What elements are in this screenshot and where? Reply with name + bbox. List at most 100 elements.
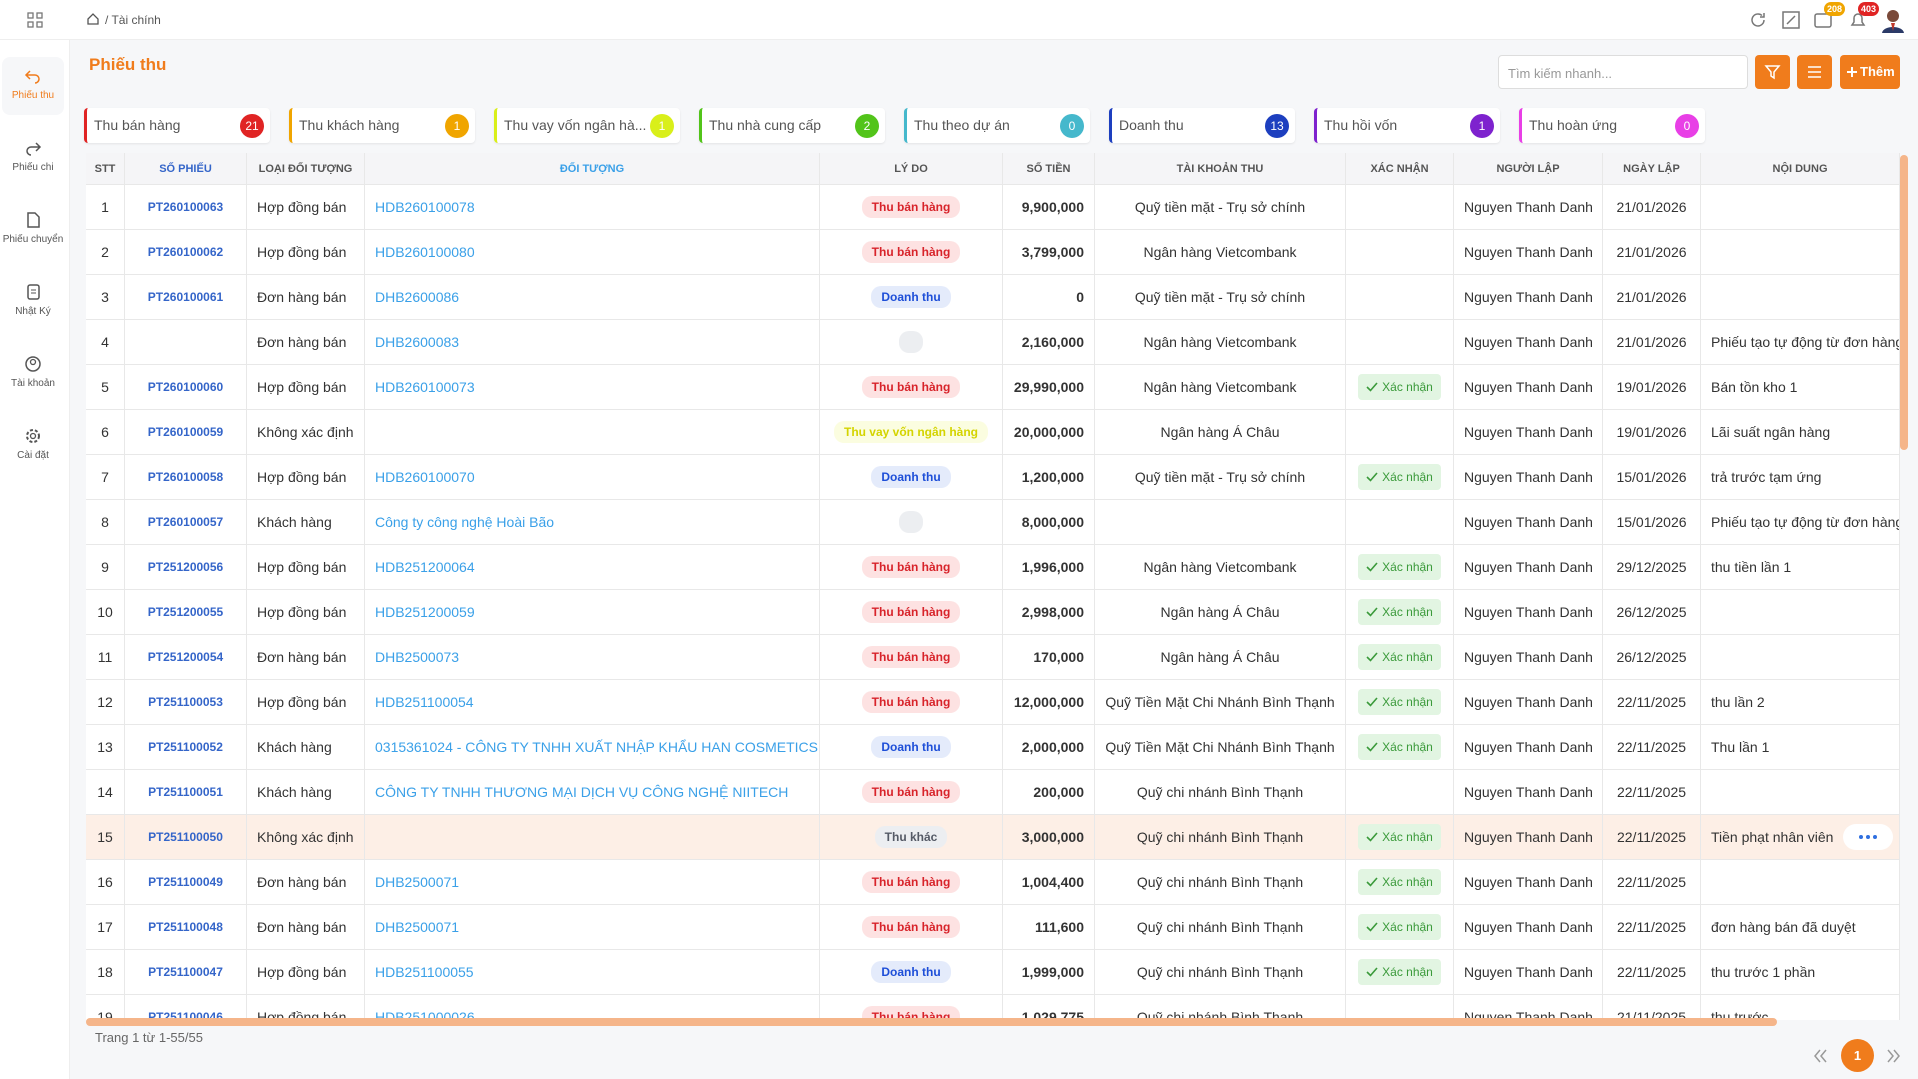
doi-tuong[interactable]: HDB251200059 [375,604,475,620]
filter-button[interactable] [1755,55,1790,89]
doi-tuong[interactable]: HDB260100070 [375,469,475,485]
so-phieu[interactable]: PT260100061 [147,290,224,304]
table-row[interactable]: 15 PT251100050 Không xác định Thu khác 3,000… [86,815,1900,860]
vertical-scrollbar[interactable] [1900,155,1908,450]
so-phieu[interactable]: PT260100057 [147,515,224,529]
confirm-tag[interactable]: Xác nhận [1358,689,1441,715]
table-row[interactable]: 7 PT260100058 Hợp đồng bán HDB260100070 Doan… [86,455,1900,500]
table-row[interactable]: 6 PT260100059 Không xác định Thu vay vốn ng… [86,410,1900,455]
so-phieu[interactable]: PT251100047 [148,965,223,979]
table-row[interactable]: 14 PT251100051 Khách hàng CÔNG TY TNHH THƯƠ… [86,770,1900,815]
so-phieu[interactable]: PT251100048 [148,920,223,934]
table-cell: Bán tồn kho 1 [1701,365,1900,409]
so-phieu[interactable]: PT251200055 [147,605,224,619]
table-row[interactable]: 3 PT260100061 Đơn hàng bán DHB2600086 Doanh … [86,275,1900,320]
status-tab[interactable]: Thu vay vốn ngân hà... 1 [494,108,680,143]
confirm-tag[interactable]: Xác nhận [1358,959,1441,985]
doi-tuong[interactable]: DHB2600083 [375,334,460,350]
doi-tuong[interactable]: HDB260100073 [375,379,475,395]
doi-tuong[interactable]: CÔNG TY TNHH THƯƠNG MẠI DỊCH VỤ CÔNG NGH… [375,784,789,800]
column-header: STT [86,153,125,184]
refresh-icon[interactable] [1748,10,1768,30]
doi-tuong[interactable]: 0315361024 - CÔNG TY TNHH XUẤT NHẬP KHẨU… [375,739,818,755]
table-row[interactable]: 8 PT260100057 Khách hàng Công ty công nghệ … [86,500,1900,545]
so-phieu[interactable]: PT251200056 [147,560,224,574]
confirm-tag[interactable]: Xác nhận [1358,644,1441,670]
next-page[interactable] [1885,1045,1903,1067]
apps-icon[interactable] [27,12,43,28]
avatar[interactable] [1880,7,1906,33]
so-phieu[interactable]: PT260100060 [147,380,224,394]
so-phieu[interactable]: PT251100046 [148,1010,223,1020]
doi-tuong[interactable]: HDB260100078 [375,199,475,215]
doi-tuong[interactable]: HDB251100055 [375,964,474,980]
sidebar-item[interactable]: Nhật Ký [2,273,64,331]
so-phieu[interactable]: PT251100051 [148,785,223,799]
table-cell: Quỹ chi nhánh Bình Thạnh [1095,770,1346,814]
confirm-tag[interactable]: Xác nhận [1358,599,1441,625]
table-row[interactable]: 17 PT251100048 Đơn hàng bán DHB2500071 Thu b… [86,905,1900,950]
confirm-tag[interactable]: Xác nhận [1358,869,1441,895]
table-row[interactable]: 19 PT251100046 Hợp đồng bán HDB251000026 Thu… [86,995,1900,1020]
so-phieu[interactable]: PT260100062 [147,245,224,259]
settings-button[interactable] [1797,55,1832,89]
doi-tuong[interactable]: DHB2500073 [375,649,460,665]
bell-icon[interactable] [1848,10,1868,30]
doi-tuong[interactable]: HDB260100080 [375,244,475,260]
table-row[interactable]: 16 PT251100049 Đơn hàng bán DHB2500071 Thu b… [86,860,1900,905]
status-tab[interactable]: Doanh thu 13 [1109,108,1295,143]
confirm-tag[interactable]: Xác nhận [1358,734,1441,760]
horizontal-scrollbar[interactable] [86,1018,1777,1026]
confirm-tag[interactable]: Xác nhận [1358,374,1441,400]
sidebar-item[interactable]: Phiếu chuyển [2,201,64,259]
confirm-tag[interactable]: Xác nhận [1358,824,1441,850]
table-row[interactable]: 9 PT251200056 Hợp đồng bán HDB251200064 Thu … [86,545,1900,590]
doi-tuong[interactable]: DHB2600086 [375,289,460,305]
doi-tuong[interactable]: HDB251200064 [375,559,475,575]
table-row[interactable]: 2 PT260100062 Hợp đồng bán HDB260100080 Thu … [86,230,1900,275]
so-phieu[interactable]: PT251100052 [148,740,223,754]
so-phieu[interactable]: PT260100059 [147,425,224,439]
status-tab[interactable]: Thu khách hàng 1 [289,108,475,143]
message-icon[interactable] [1813,10,1833,30]
sidebar-item[interactable]: Cài đặt [2,417,64,475]
confirm-tag[interactable]: Xác nhận [1358,914,1441,940]
so-phieu[interactable]: PT260100058 [147,470,224,484]
status-tab[interactable]: Thu bán hàng 21 [84,108,270,143]
current-page[interactable]: 1 [1841,1039,1874,1072]
sidebar-item[interactable]: Phiếu chi [2,129,64,187]
status-tab[interactable]: Thu theo dự án 0 [904,108,1090,143]
confirm-tag[interactable]: Xác nhận [1358,464,1441,490]
doi-tuong[interactable]: DHB2500071 [375,874,460,890]
table-row[interactable]: 18 PT251100047 Hợp đồng bán HDB251100055 Doa… [86,950,1900,995]
sidebar-item[interactable]: Phiếu thu [2,57,64,115]
status-tab[interactable]: Thu nhà cung cấp 2 [699,108,885,143]
confirm-tag[interactable]: Xác nhận [1358,554,1441,580]
table-row[interactable]: 13 PT251100052 Khách hàng 0315361024 - CÔNG… [86,725,1900,770]
table-row[interactable]: 11 PT251200054 Đơn hàng bán DHB2500073 Thu b… [86,635,1900,680]
so-phieu[interactable]: PT251200054 [147,650,224,664]
table-row[interactable]: 4 Đơn hàng bán DHB2600083 2,160,000 Ngân hàn… [86,320,1900,365]
table-row[interactable]: 1 PT260100063 Hợp đồng bán HDB260100078 Thu … [86,185,1900,230]
fullscreen-icon[interactable] [1781,10,1801,30]
add-button[interactable]: Thêm [1840,55,1900,89]
row-actions[interactable] [1843,824,1893,850]
table-row[interactable]: 5 PT260100060 Hợp đồng bán HDB260100073 Thu … [86,365,1900,410]
table-row[interactable]: 12 PT251100053 Hợp đồng bán HDB251100054 Thu… [86,680,1900,725]
home-icon[interactable] [86,12,100,26]
doi-tuong[interactable]: DHB2500071 [375,919,460,935]
table-row[interactable]: 10 PT251200055 Hợp đồng bán HDB251200059 Thu… [86,590,1900,635]
status-tab[interactable]: Thu hoàn ứng 0 [1519,108,1705,143]
doi-tuong[interactable]: HDB251100054 [375,694,474,710]
sidebar-item[interactable]: Tài khoản [2,345,64,403]
doi-tuong[interactable]: HDB251000026 [375,1009,475,1020]
search-box[interactable]: Tìm kiếm nhanh... [1498,55,1748,89]
prev-page[interactable] [1811,1045,1829,1067]
so-phieu[interactable]: PT251100050 [148,830,223,844]
so-phieu[interactable]: PT251100049 [148,875,223,889]
table-cell: Xác nhận [1346,455,1454,499]
doi-tuong[interactable]: Công ty công nghệ Hoài Bão [375,514,555,530]
so-phieu[interactable]: PT251100053 [148,695,223,709]
so-phieu[interactable]: PT260100063 [147,200,224,214]
status-tab[interactable]: Thu hồi vốn 1 [1314,108,1500,143]
